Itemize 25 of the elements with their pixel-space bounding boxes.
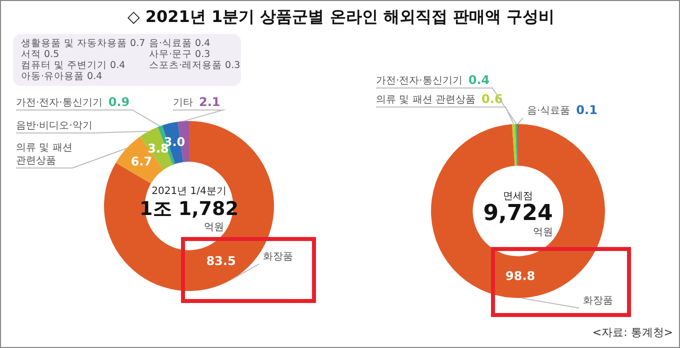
slice-label: 가전·전자·통신기기 <box>16 98 102 109</box>
slice-label: 의류 및 패션 관련상품 <box>376 94 476 106</box>
slice-label: 의류 및 패션 관련상품 <box>16 142 72 167</box>
text: ◇ 2021년 1분기 상품군별 온라인 해외직접 판매액 구성비 <box>126 7 556 28</box>
data-label: 6.7 <box>130 154 152 168</box>
slice-label: 기타 <box>173 98 193 109</box>
text: <자료: 통계청> <box>592 325 673 340</box>
text: 9,724 <box>482 201 554 226</box>
slice-label: 화장품 <box>263 252 293 263</box>
data-label: 83.5 <box>206 254 236 268</box>
data-label: 0.1 <box>576 103 598 118</box>
slice-label: 음반·비디오·악기 <box>16 120 92 132</box>
data-label: 0.4 <box>468 73 490 88</box>
text: 억원 <box>203 221 225 234</box>
data-label: 0.9 <box>108 95 130 110</box>
slice-label: 음·식료품 <box>527 106 570 117</box>
data-label: 0.6 <box>482 92 503 106</box>
text: 억원 <box>532 226 554 239</box>
text: 2021년 1/4분기 <box>150 185 228 198</box>
data-label: 98.8 <box>505 269 536 284</box>
slice-label: 가전·전자·통신기기 <box>376 76 462 87</box>
slice-label: 화장품 <box>583 296 613 307</box>
rounded-panel: 생활용품 및 자동차용품 0.7 서적 0.5 컴퓨터 및 주변기기 0.4 아동·유아용품 0.4 음·식료품 0.4 사무·문구 0.3 스포츠·레저용품 0.3 <box>13 34 241 86</box>
text: 면세점 <box>502 190 534 203</box>
data-label: 2.1 <box>199 95 220 110</box>
